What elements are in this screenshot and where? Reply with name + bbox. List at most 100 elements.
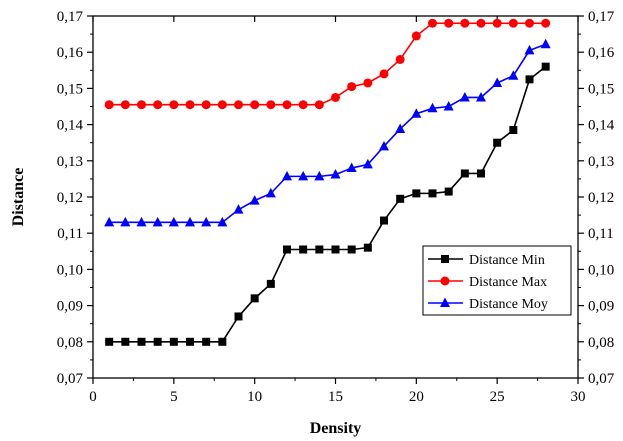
data-point-distance-max: [541, 18, 551, 28]
y-tick-label-right: 0,07: [588, 371, 615, 387]
data-point-distance-max: [331, 92, 340, 102]
x-tick-label: 10: [247, 389, 262, 405]
y-axis-title: Distance: [10, 168, 27, 227]
y-tick-label-left: 0,17: [57, 9, 84, 25]
x-tick-label: 0: [89, 389, 97, 405]
data-point-distance-min: [541, 62, 550, 71]
data-point-distance-max: [314, 100, 324, 110]
plot-frame: [92, 15, 579, 379]
data-point-distance-max: [395, 54, 405, 64]
data-point-distance-max: [460, 18, 470, 28]
data-point-distance-max: [492, 18, 502, 28]
x-tick-label: 5: [170, 389, 178, 405]
y-tick-label-right: 0,12: [588, 190, 614, 206]
data-point-distance-min: [460, 169, 469, 178]
data-point-distance-moy: [330, 169, 341, 179]
data-point-distance-min: [412, 189, 421, 198]
data-point-distance-max: [282, 100, 292, 110]
data-point-distance-moy: [362, 158, 373, 169]
y-tick-label-right: 0,11: [588, 226, 614, 242]
data-point-distance-min: [186, 337, 194, 346]
y-tick-label-left: 0,10: [57, 262, 83, 278]
y-tick-label-right: 0,09: [588, 299, 614, 315]
data-point-distance-moy: [459, 91, 470, 102]
data-point-distance-min: [105, 337, 114, 346]
data-point-distance-moy: [201, 216, 212, 227]
data-point-distance-min: [347, 245, 356, 254]
legend-marker-distance-min: [441, 255, 449, 263]
data-point-distance-max: [508, 18, 518, 28]
y-tick-label-left: 0,12: [57, 190, 83, 206]
data-point-distance-max: [120, 100, 130, 110]
data-point-distance-moy: [104, 216, 115, 227]
data-point-distance-min: [299, 245, 308, 254]
y-tick-label-left: 0,16: [57, 45, 84, 61]
data-point-distance-min: [250, 294, 259, 303]
y-tick-label-right: 0,14: [588, 118, 615, 134]
data-point-distance-moy: [217, 216, 228, 227]
y-tick-label-left: 0,14: [57, 118, 84, 134]
legend-marker-distance-max: [440, 276, 450, 286]
data-point-distance-min: [137, 337, 146, 346]
data-point-distance-moy: [298, 170, 309, 181]
axes: 0 5 10 15 20 25 300,07 0,070,08 0,080,09 0,090,10…: [10, 9, 615, 437]
y-tick-label-left: 0,15: [57, 81, 83, 97]
data-point-distance-max: [250, 100, 260, 110]
data-point-distance-min: [169, 337, 178, 346]
legend-label-distance-min: Distance Min: [469, 253, 545, 268]
y-tick-label-left: 0,09: [57, 299, 83, 315]
y-tick-label-left: 0,07: [57, 371, 84, 387]
data-point-distance-moy: [152, 216, 163, 227]
y-tick-label-right: 0,08: [588, 335, 614, 351]
data-point-distance-min: [331, 245, 340, 254]
data-point-distance-min: [396, 194, 405, 203]
data-point-distance-max: [169, 100, 179, 110]
series-line-distance-moy: [109, 43, 546, 224]
data-point-distance-max: [476, 18, 486, 28]
y-tick-label-right: 0,17: [588, 9, 615, 25]
data-point-distance-min: [428, 189, 437, 198]
data-point-distance-max: [411, 31, 421, 41]
y-tick-label-left: 0,13: [57, 154, 83, 170]
data-point-distance-min: [477, 169, 485, 178]
data-point-distance-max: [525, 18, 534, 28]
data-point-distance-min: [493, 138, 502, 147]
data-point-distance-min: [218, 337, 227, 346]
data-point-distance-max: [201, 100, 211, 110]
data-point-distance-min: [153, 337, 162, 346]
data-point-distance-max: [298, 100, 308, 110]
series-distance-min: [105, 62, 550, 346]
series-line-distance-max: [109, 22, 546, 106]
y-tick-label-right: 0,16: [588, 45, 615, 61]
series-distance-moy: [104, 38, 551, 227]
data-point-distance-moy: [233, 204, 244, 214]
data-point-distance-min: [363, 243, 372, 252]
data-point-distance-moy: [136, 216, 147, 227]
data-point-distance-min: [315, 245, 324, 254]
legend: Distance Min Distance Max Distance Moy: [422, 245, 572, 316]
data-point-distance-moy: [168, 216, 179, 227]
data-point-distance-moy: [395, 123, 406, 133]
data-point-distance-moy: [249, 195, 260, 205]
data-point-distance-moy: [120, 216, 131, 227]
data-point-distance-moy: [427, 102, 438, 113]
data-point-distance-max: [217, 100, 227, 110]
series-layer: [104, 18, 551, 346]
data-point-distance-moy: [185, 216, 195, 227]
data-point-distance-moy: [379, 140, 389, 151]
y-tick-label-right: 0,10: [588, 262, 614, 278]
legend-label-distance-max: Distance Max: [469, 275, 547, 290]
legend-label-distance-moy: Distance Moy: [469, 297, 548, 312]
data-point-distance-max: [428, 18, 437, 28]
data-point-distance-moy: [282, 170, 292, 181]
data-point-distance-min: [121, 337, 130, 346]
data-point-distance-max: [363, 78, 373, 88]
data-point-distance-max: [347, 82, 357, 92]
data-point-distance-moy: [346, 162, 357, 173]
data-point-distance-min: [234, 312, 243, 321]
data-point-distance-moy: [492, 77, 503, 87]
data-point-distance-moy: [524, 44, 535, 55]
x-tick-label: 30: [571, 389, 586, 405]
data-point-distance-max: [153, 100, 163, 110]
